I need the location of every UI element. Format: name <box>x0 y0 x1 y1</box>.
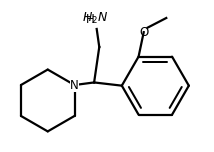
Text: $H_2N$: $H_2N$ <box>82 11 108 26</box>
Text: O: O <box>139 26 148 39</box>
Text: H: H <box>86 13 95 26</box>
Text: N: N <box>70 79 79 92</box>
